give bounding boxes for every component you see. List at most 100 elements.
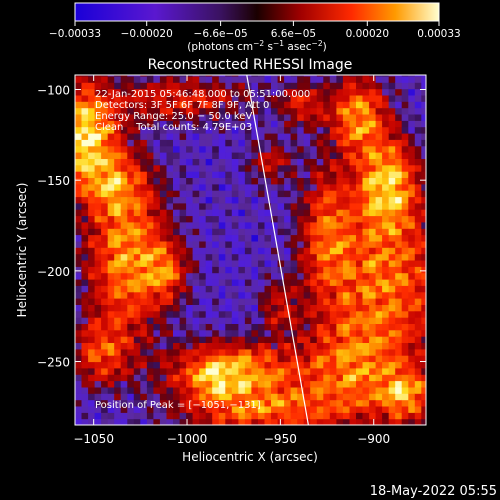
heatmap-cell [159,202,167,210]
heatmap-cell [251,183,259,191]
heatmap-cell [342,247,350,255]
heatmap-cell [310,317,318,324]
heatmap-cell [336,158,344,166]
heatmap-cell [297,336,305,343]
heatmap-cell [316,279,324,286]
heatmap-cell [133,348,141,356]
heatmap-cell [127,310,135,318]
heatmap-cell [173,367,181,375]
heatmap-cell [362,202,370,210]
heatmap-cell [94,82,102,90]
heatmap-cell [199,234,207,242]
heatmap-cell [277,228,285,236]
heatmap-cell [120,82,128,90]
heatmap-cell [271,374,279,382]
heatmap-cell [297,240,305,248]
heatmap-cell [244,228,252,236]
heatmap-cell [231,75,239,83]
heatmap-cell [205,88,213,96]
heatmap-cell [362,272,370,280]
heatmap-cell [414,209,422,217]
heatmap-cell [316,348,324,356]
heatmap-cell [153,247,161,255]
heatmap-cell [231,234,239,242]
heatmap-cell [408,202,416,210]
heatmap-cell [153,114,161,121]
heatmap-cell [133,329,141,337]
heatmap-cell [107,82,115,90]
heatmap-cell [375,75,383,77]
heatmap-cell [408,234,416,242]
heatmap-cell [205,291,213,299]
heatmap-cell [146,183,154,191]
heatmap-cell [297,215,305,223]
heatmap-cell [218,406,226,413]
heatmap-cell [231,101,239,109]
heatmap-cell [218,336,226,343]
heatmap-cell [356,202,364,210]
heatmap-cell [205,304,213,312]
heatmap-cell [277,342,285,350]
heatmap-cell [316,355,324,363]
heatmap-cell [316,234,324,242]
heatmap-cell [94,183,102,191]
heatmap-cell [212,310,220,318]
heatmap-cell [101,399,109,407]
heatmap-cell [388,196,396,204]
heatmap-cell [271,158,279,166]
heatmap-cell [356,329,364,337]
footer-timestamp: 18-May-2022 05:55 [370,484,497,499]
heatmap-cell [218,196,226,204]
heatmap-cell [329,355,337,363]
heatmap-cell [199,88,207,96]
heatmap-cell [153,139,161,147]
heatmap-cell [238,342,246,350]
heatmap-cell [401,412,409,420]
heatmap-cell [94,291,102,299]
heatmap-cell [133,393,141,401]
heatmap-cell [75,107,83,115]
heatmap-cell [192,412,200,420]
heatmap-cell [173,183,181,191]
heatmap-cell [329,196,337,204]
heatmap-cell [133,145,141,153]
heatmap-cell [264,196,272,204]
heatmap-cell [303,298,311,305]
heatmap-cell [382,177,390,185]
heatmap-cell [395,215,403,223]
heatmap-cell [146,298,154,305]
heatmap-cell [88,145,96,153]
heatmap-cell [284,171,292,178]
heatmap-cell [166,298,174,305]
heatmap-cell [238,171,246,178]
heatmap-cell [284,272,292,280]
heatmap-cell [120,228,128,236]
heatmap-cell [179,380,187,388]
heatmap-cell [88,253,96,261]
heatmap-cell [146,304,154,312]
heatmap-cell [192,317,200,324]
heatmap-cell [81,298,89,305]
heatmap-cell [421,279,426,286]
heatmap-cell [342,310,350,318]
heatmap-cell [303,158,311,166]
heatmap-cell [186,406,194,413]
heatmap-cell [212,317,220,324]
heatmap-cell [414,215,422,223]
heatmap-cell [244,298,252,305]
heatmap-cell [303,240,311,248]
heatmap-cell [75,177,83,185]
heatmap-cell [75,355,83,363]
heatmap-cell [218,114,226,121]
heatmap-cell [244,310,252,318]
heatmap-cell [133,209,141,217]
heatmap-cell [107,215,115,223]
heatmap-cell [421,101,426,109]
heatmap-cell [336,75,344,83]
heatmap-cell [179,361,187,369]
heatmap-cell [316,240,324,248]
heatmap-cell [297,228,305,236]
heatmap-cell [271,120,279,128]
heatmap-cell [159,75,167,77]
heatmap-cell [388,190,396,198]
